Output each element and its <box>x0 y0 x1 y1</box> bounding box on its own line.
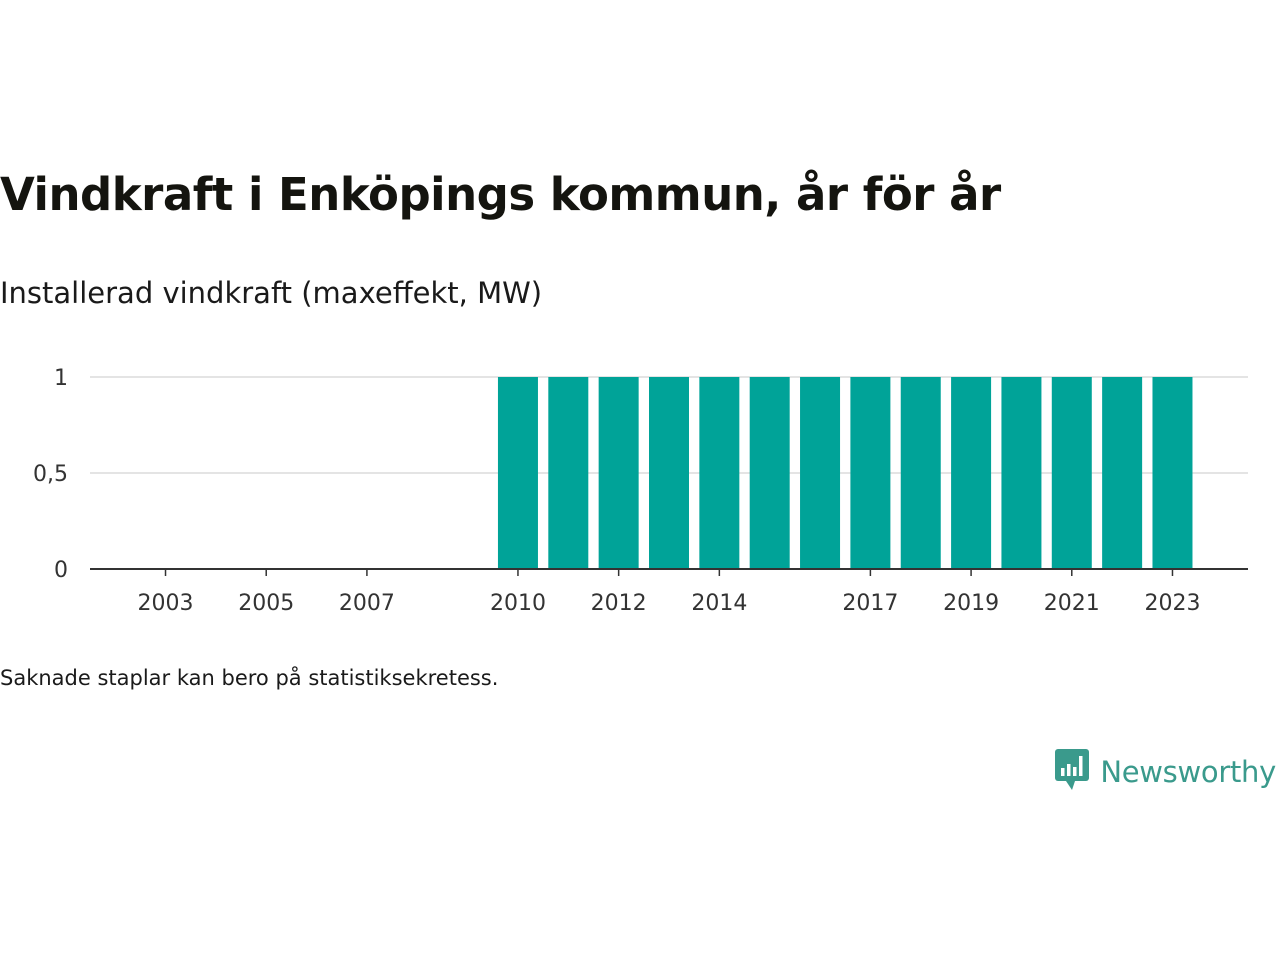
bar-2010 <box>497 377 538 569</box>
x-tick-label: 2023 <box>1144 591 1200 616</box>
x-tick-label: 2010 <box>490 591 546 616</box>
axes: 0 0,5 1 2003 2005 2007 2010 2012 2014 2017 2019 202… <box>33 366 1248 616</box>
x-tick-label: 2017 <box>842 591 898 616</box>
x-tick-label: 2012 <box>591 591 647 616</box>
bar-2015 <box>749 377 790 569</box>
y-tick-label: 0 <box>54 558 68 583</box>
brand-name: Newsworthy <box>1100 755 1276 789</box>
y-tick-label: 0,5 <box>33 462 68 487</box>
bar-2020 <box>1001 377 1042 569</box>
bar-2011 <box>548 377 589 569</box>
bar-2013 <box>649 377 689 569</box>
x-tick-label: 2019 <box>943 591 999 616</box>
bar-2021 <box>1051 377 1092 569</box>
x-tick-label: 2021 <box>1044 591 1100 616</box>
y-tick-label: 1 <box>54 366 68 391</box>
bar-2014 <box>699 377 740 569</box>
x-tick-label: 2014 <box>691 591 747 616</box>
brand-logo[interactable]: Newsworthy <box>1054 748 1276 796</box>
bar-2017 <box>850 377 891 569</box>
x-tick-label: 2007 <box>339 591 395 616</box>
bar-2023 <box>1152 377 1193 569</box>
x-tick-label: 2003 <box>138 591 194 616</box>
newsworthy-logo-icon <box>1054 748 1090 796</box>
chart-subtitle: Installerad vindkraft (maxeffekt, MW) <box>0 276 543 310</box>
bar-chart: 0 0,5 1 2003 2005 2007 2010 2012 2014 2017 2019 202… <box>33 366 1248 616</box>
x-tick-label: 2005 <box>238 591 294 616</box>
bar-2022 <box>1102 377 1143 569</box>
bar-2016 <box>800 377 841 569</box>
bar-2018 <box>900 377 941 569</box>
bar-2019 <box>951 377 992 569</box>
chart-title: Vindkraft i Enköpings kommun, år för år <box>0 168 1001 221</box>
footnote: Saknade staplar kan bero på statistiksek… <box>0 666 499 690</box>
bar-2012 <box>598 377 639 569</box>
bars <box>497 377 1193 569</box>
